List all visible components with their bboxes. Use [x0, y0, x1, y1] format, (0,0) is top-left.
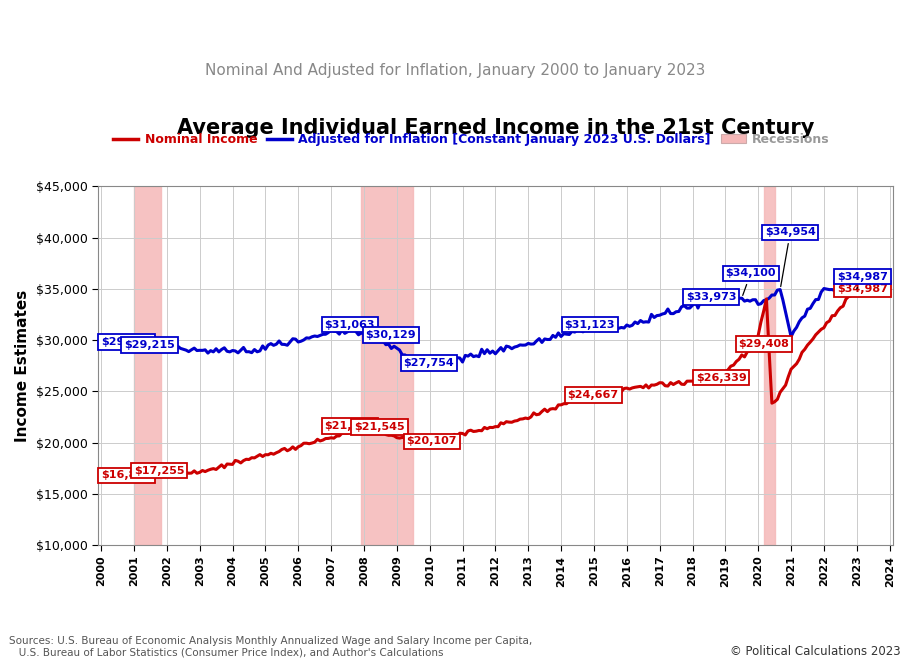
Text: Sources: U.S. Bureau of Economic Analysis Monthly Annualized Wage and Salary Inc: Sources: U.S. Bureau of Economic Analysi…	[9, 636, 532, 658]
Text: $26,339: $26,339	[696, 373, 746, 383]
Text: $33,973: $33,973	[686, 292, 736, 302]
Title: Average Individual Earned Income in the 21st Century: Average Individual Earned Income in the …	[177, 118, 814, 137]
Text: © Political Calculations 2023: © Political Calculations 2023	[730, 644, 901, 658]
Bar	[763, 186, 774, 545]
Text: $21,545: $21,545	[354, 422, 405, 432]
Text: $31,123: $31,123	[564, 320, 615, 330]
Text: $31,063: $31,063	[325, 320, 375, 330]
Text: $16,808: $16,808	[101, 471, 152, 481]
Text: $17,255: $17,255	[134, 466, 185, 476]
Text: $30,129: $30,129	[366, 330, 416, 340]
Text: Nominal And Adjusted for Inflation, January 2000 to January 2023: Nominal And Adjusted for Inflation, Janu…	[205, 63, 705, 78]
Text: $20,107: $20,107	[407, 436, 457, 446]
Y-axis label: Income Estimates: Income Estimates	[15, 290, 30, 442]
Text: $21,197: $21,197	[325, 421, 376, 431]
Text: $34,987: $34,987	[837, 284, 888, 294]
Text: $29,215: $29,215	[124, 340, 175, 350]
Text: $29,408: $29,408	[739, 339, 789, 349]
Legend: Nominal Income, Adjusted for Inflation [Constant January 2023 U.S. Dollars], Rec: Nominal Income, Adjusted for Inflation […	[108, 128, 834, 151]
Text: $34,954: $34,954	[764, 227, 815, 287]
Text: $24,667: $24,667	[568, 390, 619, 400]
Text: $29,790: $29,790	[101, 337, 152, 347]
Text: $34,987: $34,987	[837, 272, 888, 289]
Bar	[134, 186, 161, 545]
Text: $34,100: $34,100	[725, 268, 776, 295]
Text: $27,754: $27,754	[403, 358, 454, 368]
Bar	[361, 186, 413, 545]
